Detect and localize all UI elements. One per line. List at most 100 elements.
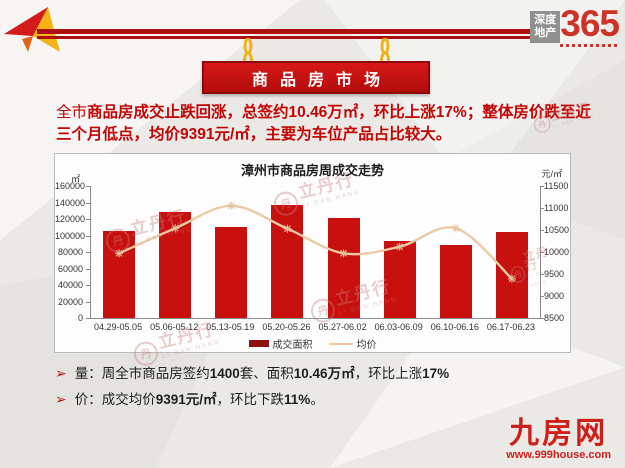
- right-y-tick-label: 9000: [544, 291, 565, 301]
- bullet-segment: 10.46万㎡: [293, 366, 355, 381]
- right-y-tick-label: 11500: [544, 181, 569, 191]
- right-axis-tick: [540, 230, 544, 231]
- bullet-segment: 套、面积: [239, 366, 294, 381]
- line-marker: [507, 274, 516, 283]
- right-y-tick-label: 8500: [544, 313, 565, 323]
- site-url: www.999house.com: [506, 449, 611, 461]
- bullet-row: ➢ 量：周全市商品房签约1400套、面积10.46万㎡，环比上涨17%: [55, 364, 595, 383]
- left-y-tick-label: 80000: [57, 247, 83, 257]
- right-axis-tick: [540, 186, 544, 187]
- avg-price-line: [115, 201, 516, 283]
- left-y-tick-label: 20000: [57, 296, 83, 307]
- legend-item-line: 均价: [328, 336, 377, 351]
- x-tick-label: 06.17-06.23: [486, 322, 535, 332]
- bullet-notes: ➢ 量：周全市商品房签约1400套、面积10.46万㎡，环比上涨17% ➢ 价：成交均…: [55, 364, 595, 416]
- right-axis-unit: 元/㎡: [541, 169, 562, 179]
- right-axis-tick: [540, 274, 544, 275]
- right-axis-tick: [540, 318, 544, 319]
- bullet-segment: 1400: [209, 366, 240, 381]
- x-axis-labels: 04.29-05.05 05.06-05.12 05.13-05.19 05.20-0…: [90, 322, 539, 332]
- x-tick-label: 05.27-06.02: [318, 322, 367, 332]
- x-tick-label: 06.10-06.16: [430, 322, 479, 332]
- bar-06.10-06.16: [439, 244, 472, 318]
- x-tick-label: 05.06-05.12: [150, 322, 199, 332]
- logo-tagline-dots: [560, 44, 619, 47]
- x-tick-label: 05.20-05.26: [262, 322, 311, 332]
- shendu-dichan-365-logo: 深度 地产 365: [530, 3, 620, 47]
- x-tick-label: 04.29-05.05: [94, 322, 143, 332]
- left-axis-tick: [86, 219, 90, 220]
- right-axis-tick: [540, 252, 544, 253]
- bar-series: [91, 186, 540, 318]
- bar-05.27-06.02: [327, 218, 360, 318]
- bar-06.03-06.09: [383, 241, 416, 318]
- chart-panel: 漳州市商品房周成交走势 ㎡ 元/㎡ 160000 140000 120000 1000…: [54, 153, 571, 369]
- left-y-tick-label: 0: [77, 313, 83, 323]
- bullet-segment: ，环比上涨: [354, 366, 423, 381]
- left-axis-tick: [86, 252, 90, 253]
- arrow-bullet-icon: ➢: [55, 391, 67, 407]
- jiufangwang-logo: 九房网 www.999house.com: [506, 419, 611, 462]
- bullet-label: 量：: [74, 366, 102, 381]
- line-marker: [339, 249, 348, 258]
- right-y-tick-label: 11000: [544, 203, 569, 213]
- bullet-segment: 17%: [422, 366, 450, 381]
- chart-title: 漳州市商品房周成交走势: [240, 163, 384, 178]
- chart-legend: 成交面积 均价: [55, 336, 570, 351]
- x-tick-label: 06.03-06.09: [374, 322, 423, 332]
- left-axis-tick: [86, 301, 90, 303]
- summary-body: 商品房成交止跌回涨，总签约10.46万㎡，环比上涨17%；整体房价跌至近三个月低…: [56, 104, 591, 143]
- line-marker: [283, 224, 292, 233]
- legend-swatch-line: [328, 342, 353, 345]
- left-axis-tick: [86, 235, 90, 237]
- header-rule: [37, 29, 554, 39]
- right-y-tick-label: 10500: [544, 225, 570, 235]
- bullet-label: 价：: [74, 392, 102, 407]
- legend-swatch-bar: [248, 340, 269, 347]
- avg-price-curve: [118, 204, 513, 280]
- legend-item-bar: 成交面积: [248, 336, 313, 351]
- legend-label: 均价: [356, 340, 377, 351]
- logo-box-line1: 深度: [534, 14, 557, 26]
- bullet-text: 价：成交均价9391元/㎡，环比下跌11%。: [75, 390, 324, 409]
- logo-box-line2: 地产: [534, 27, 557, 39]
- right-axis-tick: [540, 208, 544, 209]
- bullet-text: 量：周全市商品房签约1400套、面积10.46万㎡，环比上涨17%: [75, 364, 449, 383]
- right-axis-tick: [540, 296, 544, 297]
- left-axis-unit: ㎡: [71, 174, 81, 184]
- bullet-segment: ，环比下跌: [216, 392, 285, 407]
- bullet-segment: 成交均价: [101, 392, 156, 407]
- left-y-tick-label: 100000: [55, 230, 86, 241]
- line-marker: [227, 201, 236, 210]
- bar-05.13-05.19: [215, 227, 248, 318]
- line-marker: [395, 242, 404, 251]
- left-y-tick-label: 40000: [57, 280, 83, 290]
- summary-prefix: 全市: [56, 104, 88, 121]
- legend-label: 成交面积: [272, 340, 313, 351]
- line-marker: [115, 249, 124, 258]
- left-y-tick-label: 160000: [55, 181, 86, 191]
- bar-04.29-05.05: [103, 231, 136, 318]
- section-banner: 商品房市场: [202, 61, 430, 94]
- line-marker: [451, 224, 460, 233]
- left-axis-tick: [86, 186, 90, 187]
- left-y-tick-label: 120000: [55, 214, 86, 224]
- right-y-tick-label: 9500: [544, 269, 565, 279]
- left-y-tick-label: 60000: [57, 263, 83, 274]
- line-marker: [171, 224, 180, 233]
- left-axis-tick: [86, 202, 90, 204]
- logo-gray-box: 深度 地产: [530, 11, 561, 43]
- bullet-row: ➢ 价：成交均价9391元/㎡，环比下跌11%。: [55, 390, 595, 409]
- right-y-tick-label: 10000: [544, 247, 570, 257]
- summary-paragraph: 全市商品房成交止跌回涨，总签约10.46万㎡，环比上涨17%；整体房价跌至近三个…: [56, 102, 593, 146]
- site-name: 九房网: [509, 417, 609, 450]
- arrow-bullet-icon: ➢: [55, 365, 67, 381]
- left-axis-tick: [86, 285, 90, 286]
- logo-365-number: 365: [560, 3, 620, 44]
- bullet-segment: 周全市商品房签约: [101, 366, 210, 381]
- bullet-segment: 。: [310, 392, 324, 407]
- plot-area: [90, 186, 541, 319]
- left-y-tick-label: 140000: [55, 197, 86, 208]
- x-tick-label: 05.13-05.19: [206, 322, 255, 332]
- bullet-segment: 9391元/㎡: [155, 392, 217, 407]
